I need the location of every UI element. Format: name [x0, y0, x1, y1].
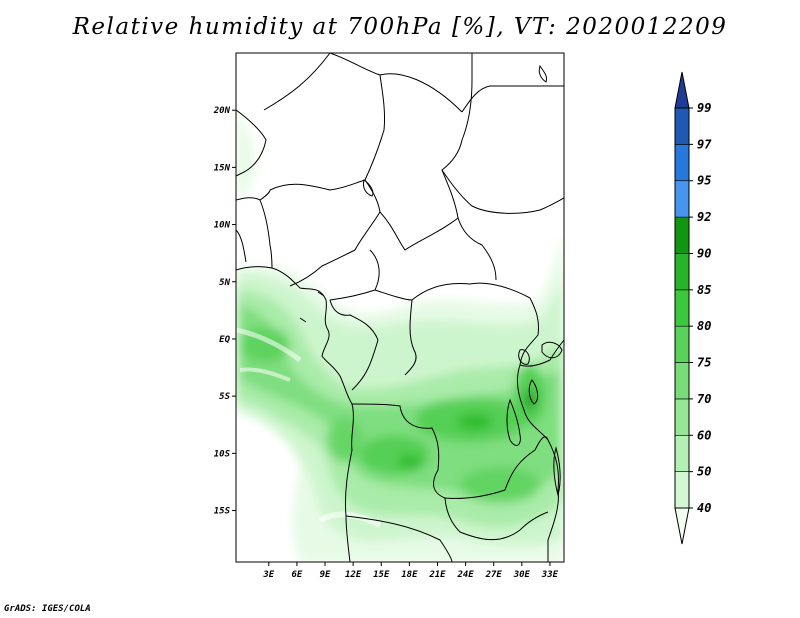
credit-text: GrADS: IGES/COLA [4, 604, 91, 614]
lon-tick-label: 15E [373, 570, 390, 580]
lat-tick-label: 5S [219, 392, 230, 402]
colorbar: 40 50 60 70 75 80 85 90 92 95 97 99 [674, 71, 712, 545]
lon-tick-label: 24E [456, 570, 474, 580]
colorbar-label: 92 [697, 210, 711, 224]
lat-tick-label: 15N [214, 163, 231, 173]
colorbar-segment [674, 180, 690, 218]
colorbar-segment [674, 289, 690, 327]
colorbar-segment [674, 253, 690, 291]
colorbar-label: 85 [697, 283, 711, 297]
lon-tick-label: 6E [291, 570, 302, 580]
colorbar-label: 90 [697, 246, 711, 260]
colorbar-label: 95 [697, 174, 711, 188]
colorbar-segment [674, 144, 690, 182]
lat-tick-label: 10S [214, 449, 231, 459]
lon-tick-label: 27E [485, 570, 503, 580]
colorbar-segment [674, 471, 690, 509]
lon-tick-label: 21E [428, 570, 446, 580]
lat-tick-label: 20N [213, 106, 231, 116]
colorbar-label: 70 [697, 392, 711, 406]
colorbar-segment [674, 398, 690, 436]
lon-tick-label: 18E [401, 570, 418, 580]
lat-tick-label: EQ [219, 335, 230, 345]
colorbar-label: 99 [697, 101, 711, 115]
colorbar-label: 40 [697, 501, 711, 515]
lat-tick-label: 15S [214, 507, 231, 517]
colorbar-upper-triangle [674, 71, 690, 109]
colorbar-segment [674, 362, 690, 400]
colorbar-label: 50 [697, 465, 711, 479]
lon-tick-label: 30E [513, 570, 531, 580]
lon-tick-label: 9E [320, 570, 331, 580]
colorbar-segment [674, 216, 690, 254]
colorbar-frame [674, 107, 690, 509]
colorbar-label: 60 [697, 428, 711, 442]
colorbar-label: 75 [697, 356, 711, 370]
colorbar-segment [674, 434, 690, 472]
map-title: Relative humidity at 700hPa [%], VT: 202… [72, 14, 728, 40]
colorbar-lower-triangle [674, 507, 690, 545]
lat-tick-label: 5N [219, 278, 230, 288]
lat-axis: 20N 15N 10N 5N EQ 5S 10S 15S [213, 106, 236, 517]
colorbar-segment [674, 325, 690, 363]
lon-tick-label: 12E [345, 570, 362, 580]
lat-tick-label: 10N [214, 221, 231, 231]
lon-tick-label: 3E [262, 570, 274, 580]
lon-axis: 3E 6E 9E 12E 15E 18E 21E 24E 27E 30E 33E [262, 562, 559, 580]
country-borders [236, 53, 564, 562]
colorbar-label: 97 [697, 137, 712, 151]
lon-tick-label: 33E [541, 570, 559, 580]
colorbar-segment [674, 107, 690, 145]
colorbar-label: 80 [697, 319, 711, 333]
map-frame [235, 52, 565, 563]
